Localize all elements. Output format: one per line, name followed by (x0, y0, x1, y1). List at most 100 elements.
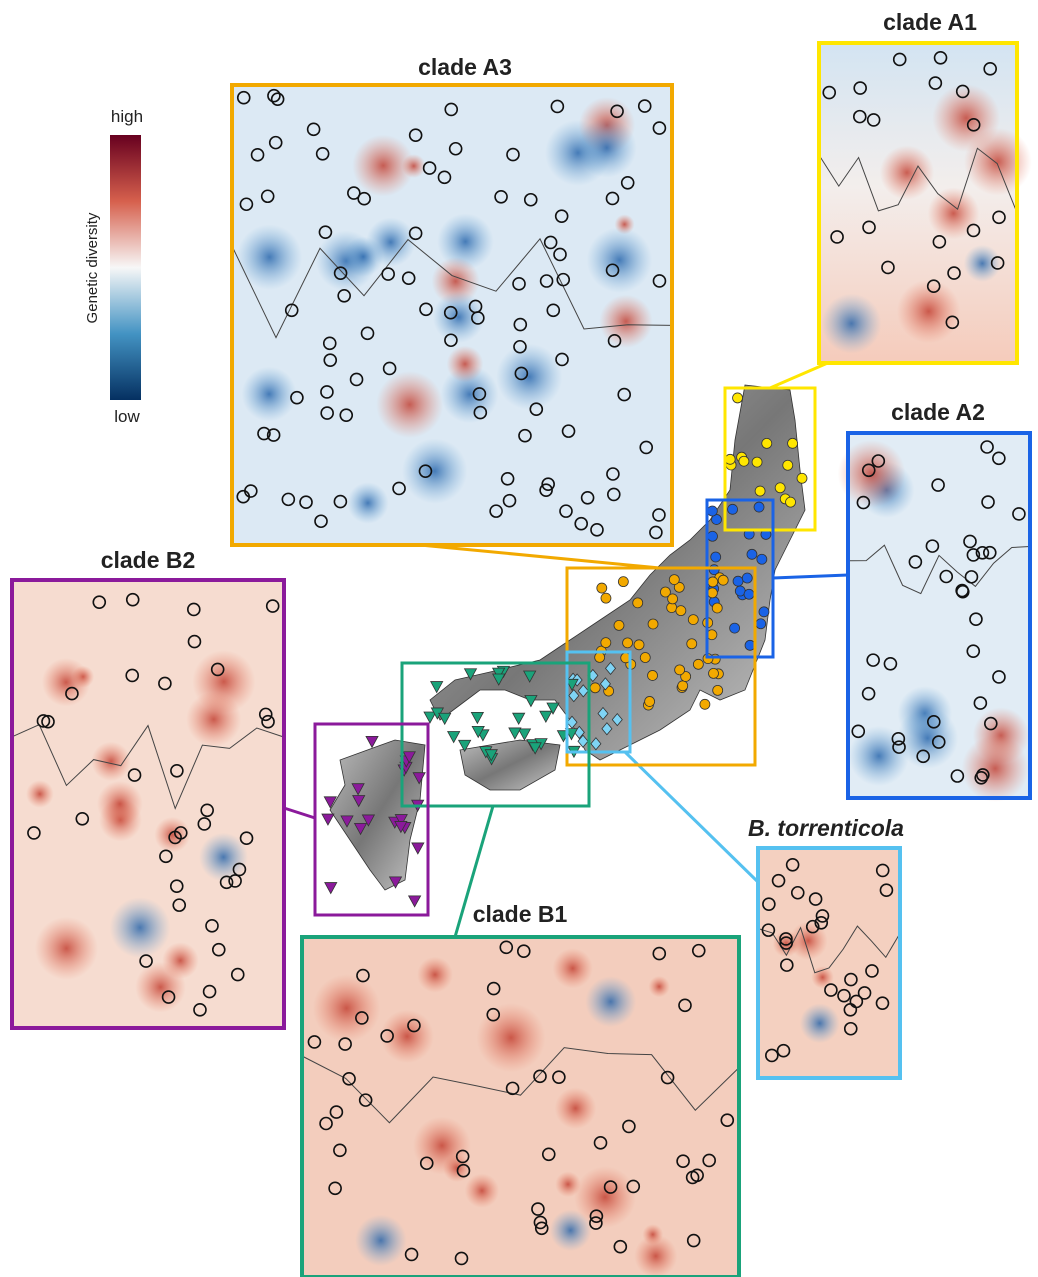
sample-marker (718, 575, 728, 585)
panel-title: clade A2 (891, 399, 985, 425)
sample-marker (700, 699, 710, 709)
sample-marker (676, 606, 686, 616)
sample-marker (513, 713, 525, 724)
connector (770, 362, 830, 388)
diversity-spot (811, 966, 834, 989)
legend-title: Genetic diversity (84, 212, 101, 323)
diversity-spot (880, 145, 934, 199)
sample-marker (471, 712, 483, 723)
sample-marker (645, 696, 655, 706)
diversity-spot (577, 118, 637, 178)
panel-title: clade A3 (418, 54, 512, 80)
diversity-spot (26, 780, 54, 808)
diversity-spot (599, 295, 652, 348)
sample-marker (730, 623, 740, 633)
sample-marker (648, 670, 658, 680)
diversity-spot (242, 367, 297, 422)
diversity-spot (555, 1087, 597, 1129)
diversity-spot (822, 294, 882, 354)
sample-marker (708, 577, 718, 587)
sample-marker (518, 729, 530, 740)
diversity-spot (773, 930, 800, 957)
panels: clade A3 clade A1 clade A2 clade B2clade B1… (12, 9, 1032, 1277)
map-panel: clade A3 (232, 54, 672, 545)
diversity-spot (962, 735, 1029, 802)
sample-marker (707, 531, 717, 541)
sample-marker (618, 577, 628, 587)
diversity-spot (553, 948, 593, 988)
diversity-spot (110, 897, 171, 958)
sample-marker (601, 593, 611, 603)
legend-low: low (114, 407, 140, 426)
sample-marker (540, 711, 552, 722)
diversity-spot (35, 917, 98, 980)
sample-marker (762, 438, 772, 448)
sample-marker (590, 683, 600, 693)
connector (420, 545, 660, 568)
legend: high low Genetic diversity (84, 107, 143, 426)
sample-marker (412, 843, 424, 854)
sample-marker (687, 639, 697, 649)
diversity-spot (555, 1171, 581, 1197)
sample-marker (755, 486, 765, 496)
sample-marker (688, 615, 698, 625)
legend-high: high (111, 107, 143, 126)
sample-marker (739, 456, 749, 466)
sample-marker (322, 814, 334, 825)
sample-marker (634, 640, 644, 650)
diversity-spot (91, 742, 130, 781)
sample-marker (675, 665, 685, 675)
sample-marker (754, 502, 764, 512)
diversity-spot (496, 344, 562, 410)
sample-marker (759, 607, 769, 617)
sample-marker (509, 728, 521, 739)
sample-marker (711, 552, 721, 562)
shikoku (460, 740, 560, 790)
diversity-spot (574, 1166, 636, 1228)
map-panel: clade A1 (819, 9, 1032, 363)
diversity-spot (42, 658, 91, 707)
sample-marker (614, 620, 624, 630)
map-panel: B. torrenticola (748, 815, 904, 1078)
sample-marker (668, 594, 678, 604)
panel-background (758, 848, 900, 1078)
sample-marker (775, 483, 785, 493)
color-bar (110, 135, 141, 400)
sample-marker (747, 549, 757, 559)
sample-marker (713, 685, 723, 695)
figure: high low Genetic diversity clade A3clade… (0, 0, 1038, 1277)
sample-marker (709, 668, 719, 678)
sample-marker (640, 653, 650, 663)
diversity-spot (417, 957, 453, 993)
diversity-spot (928, 188, 980, 240)
sample-marker (707, 506, 717, 516)
diversity-spot (800, 1003, 840, 1043)
diversity-spot (648, 976, 669, 997)
diversity-spot (465, 1174, 499, 1208)
diversity-spot (402, 438, 467, 503)
panel-title: clade A1 (883, 9, 977, 35)
diversity-spot (376, 371, 443, 438)
sample-marker (325, 883, 337, 894)
map-panel: clade B2 (12, 547, 284, 1028)
diversity-spot (313, 974, 381, 1042)
sample-marker (752, 457, 762, 467)
diversity-spot (964, 245, 1001, 282)
sample-marker (669, 575, 679, 585)
sample-marker (633, 598, 643, 608)
sample-marker (448, 732, 460, 743)
sample-marker (712, 603, 722, 613)
diversity-spot (433, 291, 485, 343)
sample-marker (797, 473, 807, 483)
sample-marker (601, 638, 611, 648)
diversity-spot (642, 1224, 663, 1245)
sample-marker (525, 695, 537, 706)
sample-marker (595, 652, 605, 662)
sample-marker (678, 681, 688, 691)
map-panel: clade B1 (302, 901, 739, 1277)
diversity-spot (355, 1215, 407, 1267)
diversity-spot (97, 781, 143, 827)
diversity-spot (587, 227, 653, 293)
sample-marker (788, 438, 798, 448)
connector (284, 808, 315, 818)
